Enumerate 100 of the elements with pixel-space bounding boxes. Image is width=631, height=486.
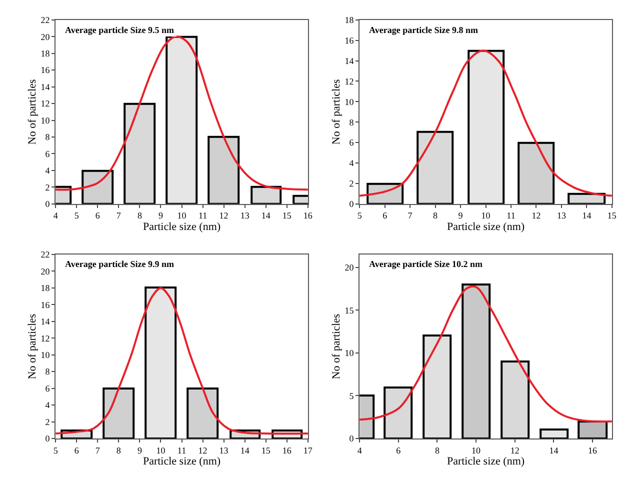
line-series xyxy=(360,50,612,197)
x-axis-title: Particle size (nm) xyxy=(142,456,221,468)
y-tick-label: 12 xyxy=(40,98,50,109)
x-tick-label: 12 xyxy=(532,210,541,221)
y-tick-label: 0 xyxy=(45,199,50,210)
y-tick-label: 10 xyxy=(40,350,50,360)
y-tick-label: 16 xyxy=(40,65,50,76)
x-tick-label: 6 xyxy=(95,210,100,221)
x-tick-label: 9 xyxy=(158,210,164,221)
y-tick-label: 2 xyxy=(45,182,50,192)
x-tick-label: 14 xyxy=(261,210,271,221)
annotation: Average particle Size 10.2 nm xyxy=(369,259,484,269)
y-tick-label: 5 xyxy=(349,390,354,401)
x-tick-label: 12 xyxy=(510,445,520,456)
x-tick-label: 5 xyxy=(357,210,362,221)
x-tick-label: 16 xyxy=(282,445,292,456)
y-tick-label: 18 xyxy=(40,283,50,294)
annotation: Average particle Size 9.5 nm xyxy=(65,25,175,35)
x-axis-title: Particle size (nm) xyxy=(142,220,221,233)
annotation: Average particle Size 9.8 nm xyxy=(369,25,479,35)
x-tick-label: 10 xyxy=(156,445,166,456)
y-tick-label: 14 xyxy=(40,82,50,92)
y-tick-label: 2 xyxy=(349,178,354,189)
x-tick-label: 16 xyxy=(303,210,313,221)
y-tick-label: 22 xyxy=(40,250,50,260)
y-tick-label: 16 xyxy=(344,35,354,46)
y-tick-label: 14 xyxy=(344,56,354,66)
x-tick-label: 5 xyxy=(53,445,58,456)
y-tick-label: 10 xyxy=(40,115,50,126)
x-tick-label: 14 xyxy=(582,210,592,221)
bar xyxy=(186,388,219,438)
x-tick-label: 14 xyxy=(549,445,559,456)
annotation: Average particle Size 9.9 nm xyxy=(65,259,175,269)
bar xyxy=(416,130,454,204)
x-tick-label: 11 xyxy=(177,445,186,456)
y-tick-label: 6 xyxy=(45,148,50,159)
x-tick-label: 8 xyxy=(434,445,440,456)
x-tick-label: 8 xyxy=(433,210,438,221)
y-tick-label: 20 xyxy=(40,32,50,42)
y-tick-label: 22 xyxy=(40,15,50,26)
bar xyxy=(578,420,608,438)
line-series xyxy=(56,286,308,435)
y-axis-title: No of particles xyxy=(26,314,38,380)
bar xyxy=(102,388,135,438)
y-tick-label: 6 xyxy=(45,383,50,394)
y-tick-label: 8 xyxy=(349,117,354,128)
bar xyxy=(422,334,452,438)
y-tick-label: 0 xyxy=(349,434,354,444)
x-tick-label: 15 xyxy=(282,210,292,221)
y-tick-label: 20 xyxy=(344,262,354,272)
bar xyxy=(540,428,569,438)
x-tick-label: 10 xyxy=(177,210,187,221)
bar xyxy=(468,50,505,204)
bar xyxy=(500,360,530,438)
x-tick-label: 8 xyxy=(137,210,142,221)
x-tick-label: 13 xyxy=(556,210,566,221)
x-tick-label: 7 xyxy=(116,210,122,221)
y-tick-label: 12 xyxy=(344,76,354,86)
y-tick-label: 16 xyxy=(40,300,50,310)
y-tick-label: 18 xyxy=(344,15,354,26)
y-tick-label: 8 xyxy=(45,366,50,377)
y-tick-label: 15 xyxy=(344,305,354,316)
x-tick-label: 7 xyxy=(408,210,413,221)
x-tick-label: 9 xyxy=(458,210,464,221)
x-tick-label: 10 xyxy=(472,445,482,456)
line-series xyxy=(360,286,612,422)
line-series xyxy=(56,36,308,191)
x-tick-label: 15 xyxy=(261,445,271,456)
x-tick-label: 9 xyxy=(137,445,142,456)
x-tick-label: 8 xyxy=(116,445,122,456)
x-tick-label: 13 xyxy=(240,210,250,221)
y-tick-label: 4 xyxy=(45,166,50,176)
x-tick-label: 6 xyxy=(382,210,388,221)
x-tick-label: 6 xyxy=(74,445,80,456)
x-tick-label: 10 xyxy=(481,210,491,221)
x-tick-label: 4 xyxy=(53,210,58,221)
x-tick-label: 11 xyxy=(506,210,516,221)
x-axis-title: Particle size (nm) xyxy=(446,220,525,233)
y-axis-title: No of particles xyxy=(330,79,342,145)
x-tick-label: 6 xyxy=(396,445,402,456)
x-tick-label: 15 xyxy=(607,210,617,221)
y-tick-label: 10 xyxy=(344,348,354,358)
y-tick-label: 0 xyxy=(349,199,354,210)
x-tick-label: 12 xyxy=(219,210,228,221)
y-tick-label: 10 xyxy=(344,96,354,107)
x-tick-label: 13 xyxy=(219,445,229,456)
x-tick-label: 5 xyxy=(74,210,80,221)
x-tick-label: 16 xyxy=(588,445,598,456)
y-tick-label: 2 xyxy=(45,416,50,427)
y-tick-label: 8 xyxy=(45,132,50,142)
y-axis-title: No of particles xyxy=(330,314,342,380)
y-tick-label: 4 xyxy=(349,158,354,168)
y-tick-label: 12 xyxy=(40,333,50,344)
bar xyxy=(144,286,177,438)
bar xyxy=(462,284,491,438)
y-tick-label: 18 xyxy=(40,48,50,58)
y-tick-label: 20 xyxy=(40,266,50,276)
x-axis-title: Particle size (nm) xyxy=(446,456,525,468)
x-tick-label: 17 xyxy=(303,445,313,456)
y-tick-label: 14 xyxy=(40,316,50,327)
